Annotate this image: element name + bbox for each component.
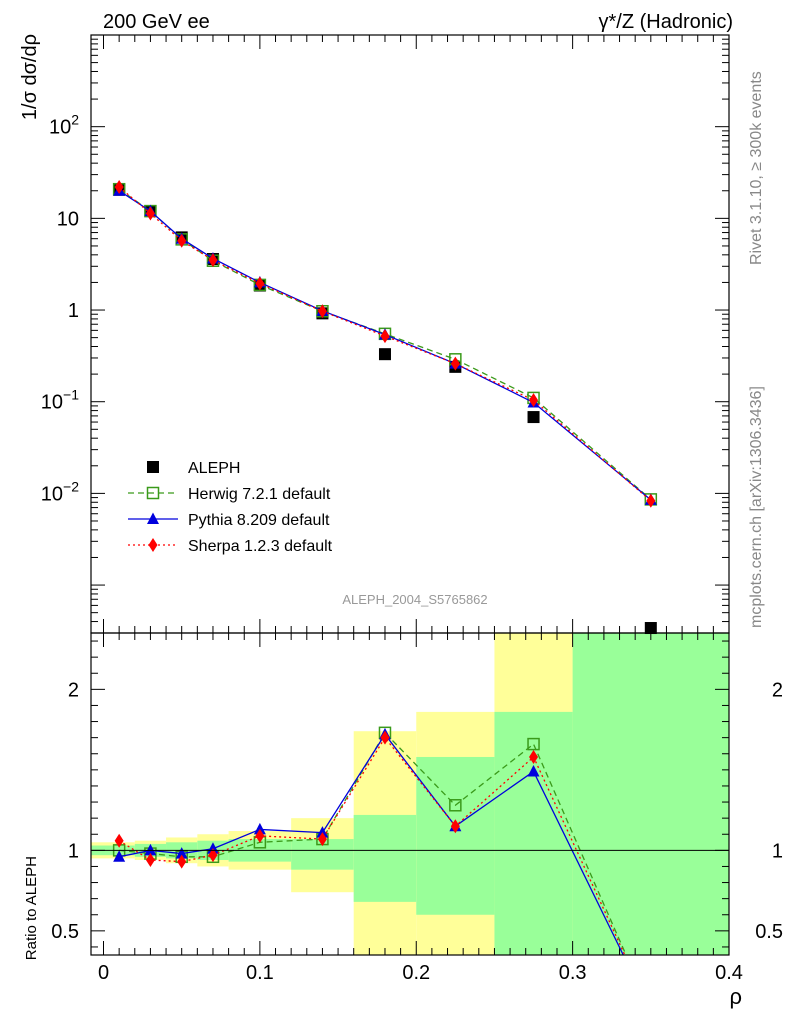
header-right: γ*/Z (Hadronic)	[599, 11, 733, 33]
sherpa-point	[255, 276, 265, 291]
x-tick-label: 0	[98, 962, 109, 984]
pythia-line	[118, 190, 652, 501]
ratio-band-inner	[353, 814, 417, 902]
sherpa-ratio-point	[450, 819, 460, 834]
ratio-y-tick-label-right: 2	[772, 679, 783, 701]
analysis-id-label: ALEPH_2004_S5765862	[342, 592, 487, 607]
sherpa-ratio-point	[114, 833, 124, 848]
x-tick-label: 0.2	[402, 962, 430, 984]
aleph-data-point	[527, 411, 540, 424]
main-axis-ticks: 10−2 10−1 1 10 102	[41, 35, 730, 634]
sherpa-point	[145, 206, 155, 221]
x-tick-label: 0.1	[246, 962, 274, 984]
x-tick-label: 0.3	[559, 962, 587, 984]
sherpa-point	[529, 393, 539, 408]
sherpa-point	[317, 304, 327, 319]
ratio-y-tick-label: 2	[68, 679, 79, 701]
herwig-ratio-line	[119, 731, 627, 956]
aleph-data-point	[644, 622, 657, 635]
pythia-ratio-point	[144, 843, 157, 856]
herwig-ratio-point	[527, 737, 540, 751]
sherpa-point	[208, 253, 218, 268]
pythia-ratio-point	[316, 826, 329, 838]
x-axis-label: ρ	[729, 984, 742, 1009]
main-plot-frame	[90, 34, 730, 634]
sherpa-ratio-point	[529, 749, 539, 764]
legend-label-herwig: Herwig 7.2.1 default	[188, 486, 331, 503]
pythia-ratio-point	[527, 764, 540, 777]
main-y-tick-label: 1	[68, 300, 79, 322]
sherpa-point	[450, 356, 460, 371]
sherpa-point	[114, 179, 124, 194]
pythia-ratio-point	[206, 842, 219, 854]
sherpa-point	[177, 233, 187, 248]
ratio-band-inner	[572, 633, 729, 955]
herwig-line	[118, 188, 652, 500]
legend-marker-pythia	[147, 512, 159, 524]
ratio-band-inner	[494, 711, 573, 955]
legend-marker-data	[147, 461, 159, 473]
herwig-ratio-point	[449, 799, 462, 812]
sherpa-ratio-point	[177, 854, 187, 869]
legend: ALEPH Herwig 7.2.1 default Pythia 8.209 de…	[128, 460, 333, 555]
legend-marker-herwig	[146, 486, 160, 500]
sherpa-line	[118, 186, 652, 502]
pythia-ratio-point	[253, 822, 266, 835]
sherpa-ratio-point	[145, 853, 155, 868]
legend-label-data: ALEPH	[188, 460, 240, 477]
sherpa-point	[646, 493, 656, 508]
main-y-tick-label: 102	[49, 112, 79, 139]
main-y-axis-label: 1/σ dσ/dρ	[19, 34, 41, 120]
header-left: 200 GeV ee	[103, 11, 210, 33]
ratio-y-axis-label: Ratio to ALEPH	[23, 856, 40, 960]
pythia-ratio-point	[113, 850, 126, 862]
ratio-y-tick-label-right: 0.5	[755, 921, 783, 943]
mcplots-label: mcplots.cern.ch [arXiv:1306.3436]	[748, 386, 765, 628]
sherpa-point	[380, 329, 390, 344]
x-tick-label: 0.4	[715, 962, 743, 984]
ratio-y-tick-label: 0.5	[51, 921, 79, 943]
sherpa-ratio-point	[380, 730, 390, 745]
ratio-plot-frame	[90, 632, 730, 956]
main-series-group	[112, 179, 658, 635]
main-y-tick-label: 10	[57, 208, 79, 230]
legend-label-sherpa: Sherpa 1.2.3 default	[188, 538, 333, 555]
sherpa-ratio-point	[208, 848, 218, 863]
aleph-data-point	[378, 348, 391, 361]
ratio-y-tick-label: 1	[68, 840, 79, 862]
ratio-series-group	[112, 726, 627, 956]
rivet-version-label: Rivet 3.1.10, ≥ 300k events	[748, 71, 765, 265]
legend-marker-sherpa	[148, 538, 158, 552]
main-y-tick-label: 10−2	[41, 478, 79, 505]
pythia-ratio-line	[119, 733, 624, 956]
ratio-uncertainty-bands	[91, 633, 729, 955]
ratio-axis-ticks: 0.5 0.5 1 1 2 2 0 0.1 0.2 0.3 0.4	[51, 633, 783, 984]
sherpa-ratio-point	[317, 832, 327, 847]
main-y-tick-label: 10−1	[41, 387, 79, 414]
ratio-band-inner	[416, 756, 495, 915]
pythia-ratio-point	[175, 847, 188, 859]
ratio-y-tick-label-right: 1	[772, 840, 783, 862]
legend-label-pythia: Pythia 8.209 default	[188, 512, 330, 529]
sherpa-ratio-point	[255, 828, 265, 843]
